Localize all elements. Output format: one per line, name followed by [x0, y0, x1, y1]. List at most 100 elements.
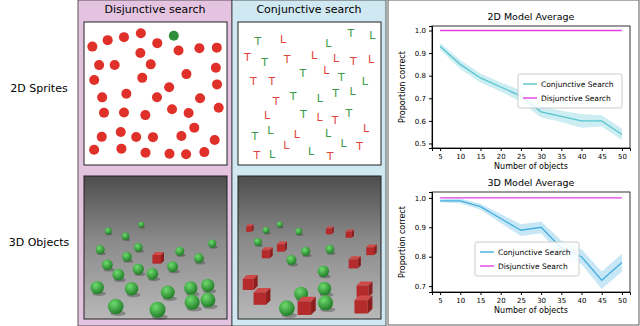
cube: [266, 288, 270, 305]
legend: Conjunctive SearchDisjunctive Search: [475, 242, 579, 276]
tick: 0.7: [415, 283, 432, 291]
cube: [277, 244, 284, 251]
tick-mark: [541, 292, 542, 295]
sprite: [181, 149, 191, 159]
tick: 1.0: [415, 195, 432, 203]
glyph: L: [323, 64, 330, 77]
tick: 25: [517, 292, 526, 305]
tick-label: 5: [438, 153, 442, 161]
tick-label: 20: [497, 297, 506, 305]
tick-mark: [582, 148, 583, 151]
tick-mark: [429, 257, 432, 258]
glyph: L: [363, 122, 370, 135]
sprite: [116, 144, 126, 154]
sphere: [102, 259, 113, 270]
tick: 25: [517, 148, 526, 161]
sprite: [214, 103, 224, 113]
sphere: [325, 245, 334, 254]
sphere: [208, 239, 216, 247]
sprite: [184, 108, 194, 118]
cube: [254, 275, 258, 290]
sphere: [318, 265, 329, 276]
cube: [246, 226, 252, 232]
sprite: [174, 45, 184, 55]
tick-mark: [622, 292, 623, 295]
tick-label: 10: [456, 297, 465, 305]
tick-mark: [501, 148, 502, 151]
sphere: [122, 252, 132, 262]
tick: 0.8: [415, 253, 432, 261]
sprite: [131, 132, 141, 142]
sphere: [134, 243, 143, 252]
sprite: [167, 104, 177, 114]
tick: 0.6: [415, 118, 432, 126]
panel-bg: [78, 0, 232, 326]
sprite: [94, 60, 104, 70]
tick-mark: [429, 121, 432, 122]
tick-mark: [521, 292, 522, 295]
tick-mark: [602, 148, 603, 151]
sphere: [254, 238, 262, 246]
sprite: [97, 132, 107, 142]
tick-mark: [582, 292, 583, 295]
sphere: [96, 245, 105, 254]
sprite: [212, 79, 222, 89]
glyph: T: [250, 130, 258, 143]
glyph: T: [243, 51, 251, 64]
sprite: [181, 69, 191, 79]
tick-label: 40: [578, 153, 587, 161]
tick: 20: [497, 148, 506, 161]
sprite: [212, 43, 222, 53]
tick-mark: [561, 148, 562, 151]
sprite: [165, 149, 175, 159]
tick-label: 0.7: [415, 283, 426, 291]
cube: [352, 229, 354, 237]
glyph: L: [280, 33, 287, 46]
sphere: [301, 247, 310, 256]
glyph: L: [340, 137, 347, 150]
legend-label: Disjunctive Search: [541, 94, 611, 103]
glyph: T: [299, 67, 307, 80]
glyph: T: [326, 150, 334, 163]
column-title: Conjunctive search: [256, 3, 361, 16]
glyph: L: [311, 49, 318, 62]
tick-mark: [480, 148, 481, 151]
cube: [332, 226, 334, 234]
glyph: L: [283, 139, 290, 152]
tick-label: 0.8: [415, 72, 426, 80]
axis-y: 0.50.60.70.80.91.0: [415, 27, 433, 149]
legend: Conjunctive SearchDisjunctive Search: [518, 74, 622, 108]
cube: [152, 255, 161, 264]
sprite: [211, 63, 221, 73]
tick: 0.9: [415, 224, 432, 232]
axis-y: 0.7 0.8 0.9 1.0: [415, 193, 433, 293]
tick-mark: [561, 292, 562, 295]
axis-line: [433, 293, 631, 296]
sprite: [152, 92, 162, 102]
glyph: L: [333, 52, 340, 65]
glyph: T: [260, 56, 268, 69]
sprite: [99, 108, 109, 118]
sprite: [164, 82, 174, 92]
plot-frame: [432, 192, 630, 292]
tick: 15: [477, 148, 486, 161]
legend-swatch: [480, 265, 494, 266]
tick-label: 1.0: [415, 27, 426, 35]
glyph: L: [362, 75, 369, 88]
legend-swatch: [523, 83, 537, 84]
glyph: L: [308, 145, 315, 158]
sprite: [89, 145, 99, 155]
sprite: [137, 73, 147, 83]
tick: 30: [537, 292, 546, 305]
cube: [357, 286, 369, 298]
glyph: T: [253, 149, 261, 162]
sprite: [121, 89, 131, 99]
tick-label: 0.5: [415, 140, 426, 148]
glyph: L: [369, 29, 376, 42]
sprite: [176, 131, 186, 141]
tick-label: 30: [537, 297, 546, 305]
sprite: [116, 127, 126, 137]
cube: [354, 300, 367, 313]
tick: 10: [456, 292, 465, 305]
sprite: [194, 43, 204, 53]
